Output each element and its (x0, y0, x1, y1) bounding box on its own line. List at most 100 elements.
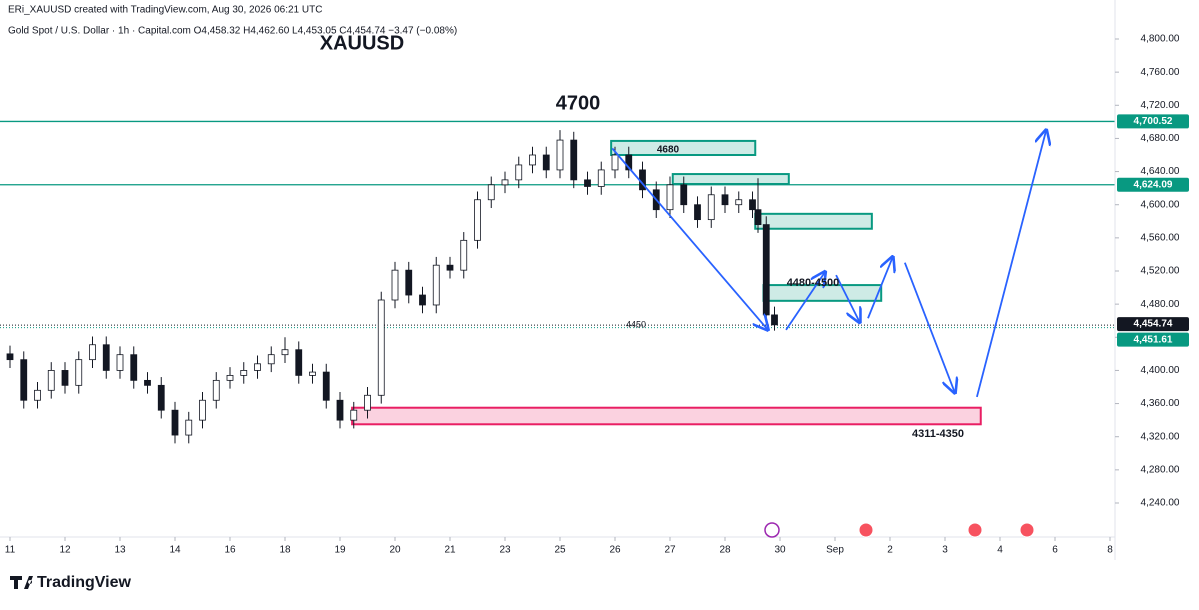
candle-body (212, 379, 220, 401)
price-label: 4,624.09 (1134, 179, 1173, 190)
y-tick-label: 4,600.00 (1141, 199, 1180, 210)
legend: Gold Spot / U.S. Dollar · 1h · Capital.c… (8, 26, 457, 37)
x-tick-label: 3 (942, 545, 948, 556)
candle-body (597, 169, 605, 187)
zone (754, 212, 873, 230)
y-tick-label: 4,560.00 (1141, 232, 1180, 243)
x-tick-label: 18 (279, 545, 291, 556)
candle-body (130, 354, 138, 381)
x-tick-label: 28 (719, 545, 731, 556)
x-tick-label: 30 (774, 545, 786, 556)
candle-body (102, 344, 110, 371)
y-tick-label: 4,320.00 (1141, 431, 1180, 442)
x-tick-label: 27 (664, 545, 676, 556)
event-icons (764, 522, 1035, 538)
x-tick-label: 12 (59, 545, 71, 556)
candle-body (694, 204, 701, 221)
candle-body (432, 264, 440, 306)
arrow (785, 272, 825, 331)
candle-body (542, 154, 550, 171)
x-tick-label: 25 (554, 545, 566, 556)
arrow (835, 274, 860, 322)
candle-body (762, 224, 770, 316)
x-tick-label: 23 (499, 545, 511, 556)
candle-body (6, 353, 14, 361)
candle-body (171, 409, 179, 436)
brand: TradingView (37, 574, 132, 591)
x-tick-label: 21 (444, 545, 456, 556)
candle-body (570, 139, 578, 181)
zone (671, 173, 790, 186)
candle-body (377, 299, 385, 396)
candle-body (584, 179, 591, 187)
annotation: 4700 (556, 92, 601, 114)
candle-body (419, 294, 426, 306)
annotation: 4311-4350 (912, 428, 964, 440)
arrow (976, 130, 1046, 398)
credit: ERi_XAUUSD created with TradingView.com,… (8, 5, 322, 16)
x-tick-label: 11 (5, 545, 16, 556)
x-tick-label: 2 (887, 545, 893, 556)
price-label-bg (1117, 317, 1189, 332)
y-tick-label: 4,680.00 (1141, 133, 1180, 144)
arrow (904, 262, 955, 393)
x-tick-label: 20 (389, 545, 401, 556)
candle-body (267, 354, 275, 365)
candle-body (47, 370, 55, 391)
candle-body (666, 184, 674, 211)
candle-body (322, 371, 330, 401)
y-tick-label: 4,360.00 (1141, 398, 1180, 409)
candle-body (754, 209, 762, 226)
candle-body (771, 314, 778, 326)
y-tick-label: 4,280.00 (1141, 464, 1180, 475)
y-tick-label: 4,480.00 (1141, 299, 1180, 310)
candle-body (75, 359, 83, 386)
annotation: 4450 (626, 319, 646, 329)
y-tick-label: 4,240.00 (1141, 498, 1180, 509)
candle-body (474, 199, 481, 241)
candle-body (116, 354, 124, 371)
candle-body (89, 344, 96, 361)
candle-body (625, 154, 633, 171)
y-tick-label: 4,720.00 (1141, 100, 1180, 111)
brand-logo (10, 576, 33, 589)
arrow (867, 257, 893, 319)
candle-body (34, 389, 41, 401)
candle-body (350, 409, 358, 421)
price-label: 4,451.61 (1134, 334, 1173, 345)
candle-body (295, 349, 303, 376)
candle-body (680, 184, 688, 206)
candle-body (721, 194, 729, 206)
candle-body (735, 199, 743, 206)
candle-body (611, 154, 619, 171)
arrow (611, 147, 768, 329)
candle-body (446, 264, 454, 271)
candle-body (254, 363, 261, 371)
candle-body (61, 370, 69, 386)
candle-body (391, 269, 399, 301)
candle-body (364, 394, 371, 411)
y-tick-label: 4,400.00 (1141, 365, 1180, 376)
candle-body (20, 359, 28, 401)
candle-body (515, 164, 523, 181)
zone (610, 139, 757, 157)
candle-body (336, 399, 344, 421)
price-label: 4,454.74 (1134, 319, 1173, 330)
candle-body (487, 184, 495, 201)
x-tick-label: 8 (1107, 545, 1113, 556)
candle-body (144, 379, 151, 386)
annotation: 4680 (657, 145, 680, 156)
annotation: 4480-4500 (787, 277, 840, 289)
price-label-bg (1117, 177, 1189, 192)
candle-body (529, 154, 536, 166)
candle-body (157, 384, 165, 411)
chart-title: XAUUSD (320, 32, 404, 54)
x-tick-label: 26 (609, 545, 621, 556)
candle-body (185, 419, 193, 436)
plot-area (0, 120, 1115, 444)
price-label-bg (1117, 114, 1189, 129)
candle-body (460, 239, 468, 271)
y-tick-label: 4,760.00 (1141, 67, 1180, 78)
candle-body (707, 194, 715, 221)
